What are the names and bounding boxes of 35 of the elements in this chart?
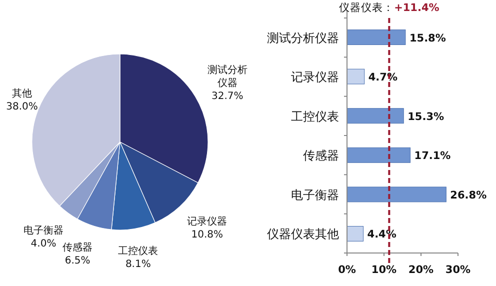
slice-label: 记录仪器 [187, 215, 228, 228]
y-tick-label: 传感器 [303, 148, 339, 163]
bar [346, 68, 365, 84]
slice-label: 测试分析仪器 [207, 64, 248, 89]
y-tick-label: 仪器仪表其他 [267, 227, 339, 242]
data-label: 15.8% [409, 32, 446, 44]
data-label: 10.8% [191, 229, 224, 240]
data-label: 4.7% [368, 72, 398, 84]
data-label: 6.5% [64, 255, 90, 266]
y-tick-label: 电子衡器 [291, 188, 339, 202]
slice-label: 工控仪表 [118, 245, 158, 258]
bar [346, 147, 411, 163]
slice-label: 传感器 [62, 241, 93, 254]
slice-label: 其他 [12, 88, 32, 100]
x-tick-label: 30% [445, 264, 472, 276]
y-tick-label: 工控仪表 [291, 109, 339, 124]
bar [346, 226, 364, 242]
ref-line-label: 仪器仪表：+11.4% [339, 1, 440, 14]
data-label: 4.4% [367, 228, 397, 241]
data-label: 4.0% [30, 238, 56, 250]
y-tick-label: 测试分析仪器 [267, 30, 339, 45]
y-tick-label: 记录仪器 [291, 70, 339, 84]
bar [346, 108, 404, 124]
data-label: 17.1% [414, 150, 452, 162]
data-label: 32.7% [211, 90, 244, 102]
data-label: 15.3% [408, 110, 445, 123]
x-tick-label: 0% [338, 264, 356, 276]
data-label: 38.0% [6, 102, 38, 113]
slice-label: 电子衡器 [23, 224, 64, 236]
bar [346, 30, 406, 45]
bar [346, 186, 446, 202]
data-label: 26.8% [450, 189, 488, 202]
x-tick-label: 20% [408, 264, 434, 276]
data-label: 8.1% [125, 259, 151, 270]
x-tick-label: 10% [371, 264, 398, 276]
